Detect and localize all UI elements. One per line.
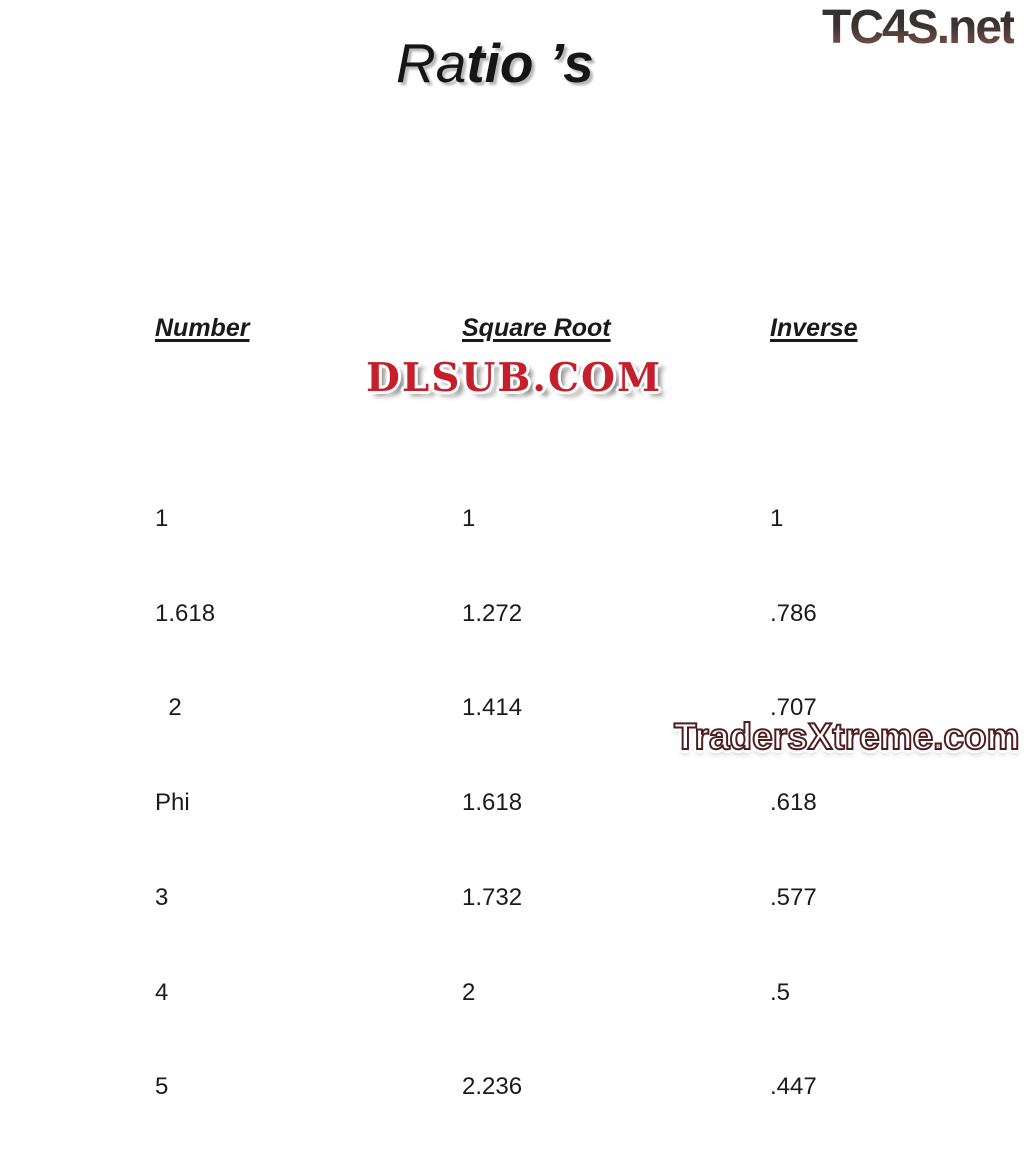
column-inverse: Inverse 1 .786 .707 .618 .577 .5 .447	[770, 250, 858, 1166]
table-cell: .447	[770, 1073, 817, 1101]
table-cell: .577	[770, 883, 817, 911]
table-cell: 1.618	[462, 789, 523, 817]
spacer-row	[770, 408, 858, 440]
page-title: Ratio ’s	[396, 30, 594, 96]
title-part-bold: tio	[466, 32, 534, 94]
table-cell: 1.272	[462, 599, 523, 627]
dlsub-watermark: DLSUB.COM	[366, 355, 663, 401]
table-cell: 1.618	[155, 599, 216, 627]
title-part-suffix: ’s	[533, 32, 594, 94]
table-cell: 2	[462, 978, 476, 1006]
column-number: Number 1 1.618 2 Phi 3 4 5	[155, 250, 249, 1166]
table-cell: 3	[155, 883, 169, 911]
table-cell: 1	[155, 504, 169, 532]
column-header-row: Inverse	[770, 313, 858, 345]
title-part-light: Ra	[396, 32, 467, 94]
column-header-square-root: Square Root	[462, 314, 611, 343]
table-cell: 1.732	[462, 883, 523, 911]
column-header-number: Number	[155, 314, 250, 343]
table-cell: 2	[155, 694, 182, 722]
table-cell: 2.236	[462, 1073, 523, 1101]
spacer-row	[462, 408, 611, 440]
table-cell: .707	[770, 694, 817, 722]
tradersxtreme-watermark: TradersXtreme.com	[673, 714, 1021, 760]
table-cell: 1	[462, 504, 476, 532]
column-header-row: Square Root	[462, 313, 611, 345]
table-cell: Phi	[155, 789, 190, 817]
column-header-row: Number	[155, 313, 249, 345]
table-cell: 1	[770, 504, 784, 532]
table-cell: .618	[770, 789, 817, 817]
table-cell-occluded: 1.414	[462, 694, 523, 722]
table-cell: 5	[155, 1073, 169, 1101]
spacer-row	[155, 408, 249, 440]
tc4s-watermark: TC4S.net	[822, 1, 1016, 54]
table-cell: .5	[770, 978, 791, 1006]
column-header-inverse: Inverse	[770, 314, 858, 343]
table-cell: 4	[155, 978, 169, 1006]
table-cell: .786	[770, 599, 817, 627]
